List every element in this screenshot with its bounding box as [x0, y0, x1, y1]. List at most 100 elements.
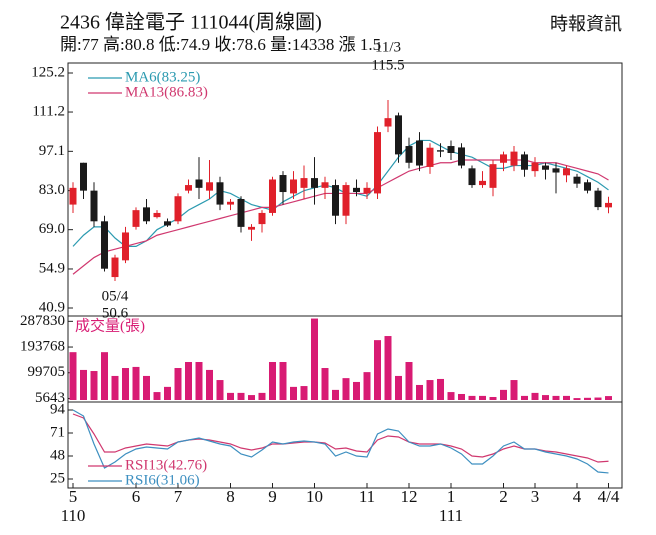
y-tick-label: 99705: [28, 364, 66, 380]
candle-body: [521, 154, 528, 170]
volume-bar: [237, 392, 245, 400]
annotation-value: 115.5: [371, 57, 404, 73]
volume-bar: [153, 392, 161, 400]
candle-body: [269, 179, 276, 213]
candle-body: [489, 164, 497, 188]
candle-body: [353, 187, 360, 193]
volume-bar: [416, 384, 423, 400]
volume-bar: [69, 352, 77, 400]
candle-body: [101, 221, 108, 269]
y-tick-label: 71: [50, 424, 65, 440]
volume-bar: [426, 380, 434, 400]
candle-body: [311, 178, 318, 188]
y-tick-label: 94: [50, 401, 66, 417]
candle-body: [321, 182, 329, 188]
y-tick-label: 54.9: [39, 260, 65, 276]
volume-bar: [594, 397, 602, 400]
volume-bar: [521, 395, 528, 400]
annotation-value: 50.6: [102, 305, 129, 321]
x-tick-label: 8: [226, 487, 235, 506]
candle-body: [342, 185, 350, 216]
volume-bar: [164, 386, 171, 400]
candle-body: [248, 226, 255, 230]
volume-bar: [269, 362, 276, 400]
year-label: 110: [61, 506, 86, 525]
y-tick-label: 125.2: [31, 64, 65, 80]
candle-body: [300, 178, 308, 188]
candle-body: [69, 187, 77, 205]
legend-label: RSI6(31.06): [125, 472, 200, 488]
candle-body: [279, 175, 287, 193]
candle-body: [132, 210, 140, 227]
volume-bar: [563, 395, 570, 400]
y-tick-label: 193768: [20, 338, 65, 354]
candle-body: [195, 179, 203, 188]
volume-bar: [489, 396, 497, 400]
volume-bar: [531, 392, 539, 400]
volume-bar: [510, 380, 518, 400]
candle-body: [542, 165, 549, 170]
candle-body: [500, 154, 507, 163]
candle-body: [122, 232, 129, 261]
volume-bar: [384, 336, 392, 400]
candle-body: [174, 196, 182, 222]
candle-body: [605, 202, 612, 208]
candle-body: [458, 147, 465, 166]
ma-line: [72, 139, 609, 247]
candle-body: [416, 140, 423, 166]
candle-body: [584, 182, 591, 191]
volume-bar: [542, 395, 549, 400]
annotation-date: 11/3: [375, 39, 401, 55]
candle-body: [216, 182, 224, 205]
plot-frame: [67, 62, 623, 489]
x-tick-label: 6: [132, 487, 141, 506]
candle-body: [143, 207, 150, 222]
volume-bar: [458, 393, 465, 400]
y-tick-label: 97.1: [39, 143, 65, 159]
volume-bar: [468, 395, 476, 400]
candle-body: [552, 168, 560, 173]
volume-bar: [174, 368, 182, 400]
ma-line: [72, 159, 609, 275]
candle-body: [258, 212, 266, 225]
volume-bar: [447, 392, 455, 400]
candle-body: [206, 182, 213, 191]
candle-body: [395, 115, 402, 155]
x-tick-label: 9: [268, 487, 277, 506]
y-tick-label: 83.0: [39, 182, 65, 198]
candle-body: [237, 199, 245, 227]
candle-body: [153, 212, 161, 218]
y-tick-label: 48: [50, 447, 65, 463]
legend-label: RSI13(42.76): [125, 457, 207, 473]
y-tick-label: 40.9: [39, 299, 65, 315]
volume-bar: [374, 340, 381, 400]
candle-body: [374, 132, 381, 194]
candle-body: [447, 146, 455, 154]
x-tick-label: 5: [69, 487, 78, 506]
volume-bar: [500, 389, 507, 400]
candle-body: [594, 190, 602, 208]
x-tick-label: 12: [401, 487, 418, 506]
volume-bar: [332, 389, 339, 400]
volume-bar: [405, 362, 413, 400]
candle-body: [479, 180, 486, 186]
candle-body: [290, 179, 297, 194]
chart-title: 2436 偉詮電子 111044(周線圖): [60, 11, 322, 34]
volume-bar: [122, 368, 129, 400]
volume-title: 成交量(張): [75, 316, 145, 334]
candle-body: [227, 201, 234, 205]
volume-bar: [437, 378, 444, 400]
x-tick-label: 11: [359, 487, 375, 506]
legend-label: MA6(83.25): [125, 69, 200, 85]
chart-subtitle: 開:77 高:80.8 低:74.9 收:78.6 量:14338 漲 1.5: [60, 35, 381, 54]
volume-bar: [206, 369, 213, 400]
volume-bar: [353, 381, 360, 400]
x-tick-label: 4/4: [598, 487, 620, 506]
x-tick-label: 10: [306, 487, 323, 506]
candle-body: [80, 162, 87, 191]
y-tick-label: 111.2: [32, 103, 65, 119]
candle-body: [405, 146, 413, 163]
volume-bar: [111, 375, 119, 400]
